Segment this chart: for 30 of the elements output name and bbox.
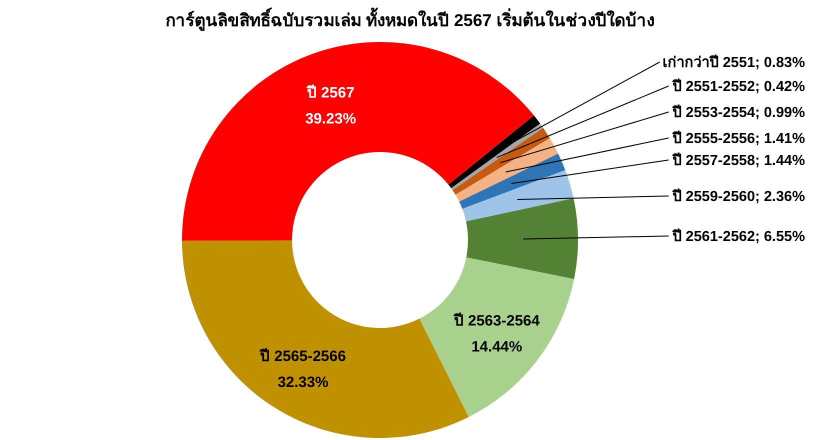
donut-slice — [419, 257, 574, 418]
data-label: ; 6.55% — [755, 229, 806, 245]
slice-label: ปี 2567 — [306, 84, 354, 102]
data-label: ; 0.99% — [755, 105, 806, 121]
data-label: 39.23% — [305, 110, 356, 128]
data-label: ; 0.42% — [755, 79, 806, 95]
slice-label: ปี 2555-2556 — [672, 130, 756, 147]
data-label: ; 1.44% — [755, 153, 806, 169]
slice-label: ปี 2561-2562 — [672, 228, 756, 245]
donut-slice — [459, 154, 566, 209]
slice-label: ปี 2557-2558 — [672, 152, 756, 169]
data-label: 32.33% — [278, 374, 328, 392]
donut-slice — [455, 138, 558, 202]
data-label: ; 2.36% — [755, 189, 806, 205]
slice-label: ปี 2559-2560 — [672, 188, 756, 205]
donut-slice — [182, 42, 534, 241]
slice-label: เก่ากว่าปี 2551 — [662, 54, 756, 71]
data-label: ; 0.83% — [755, 55, 806, 71]
donut-slice — [452, 128, 550, 195]
slice-label: ปี 2563-2564 — [452, 312, 540, 330]
chart-title: การ์ตูนลิขสิทธิ์ฉบับรวมเล่ม ทั้งหมดในปี 2567 เริ่มต้นในช่วงปีใดบ้าง — [166, 7, 654, 32]
donut-slice — [182, 240, 469, 438]
donut-slice — [466, 198, 578, 280]
data-label: 14.44% — [471, 338, 522, 356]
slice-label: ปี 2565-2566 — [259, 348, 346, 366]
donut-slice — [451, 124, 544, 190]
data-label: ; 1.41% — [755, 131, 806, 147]
slice-label: ปี 2553-2554 — [672, 104, 756, 121]
slice-label: ปี 2551-2552 — [672, 78, 756, 95]
donut-slice — [462, 170, 574, 222]
